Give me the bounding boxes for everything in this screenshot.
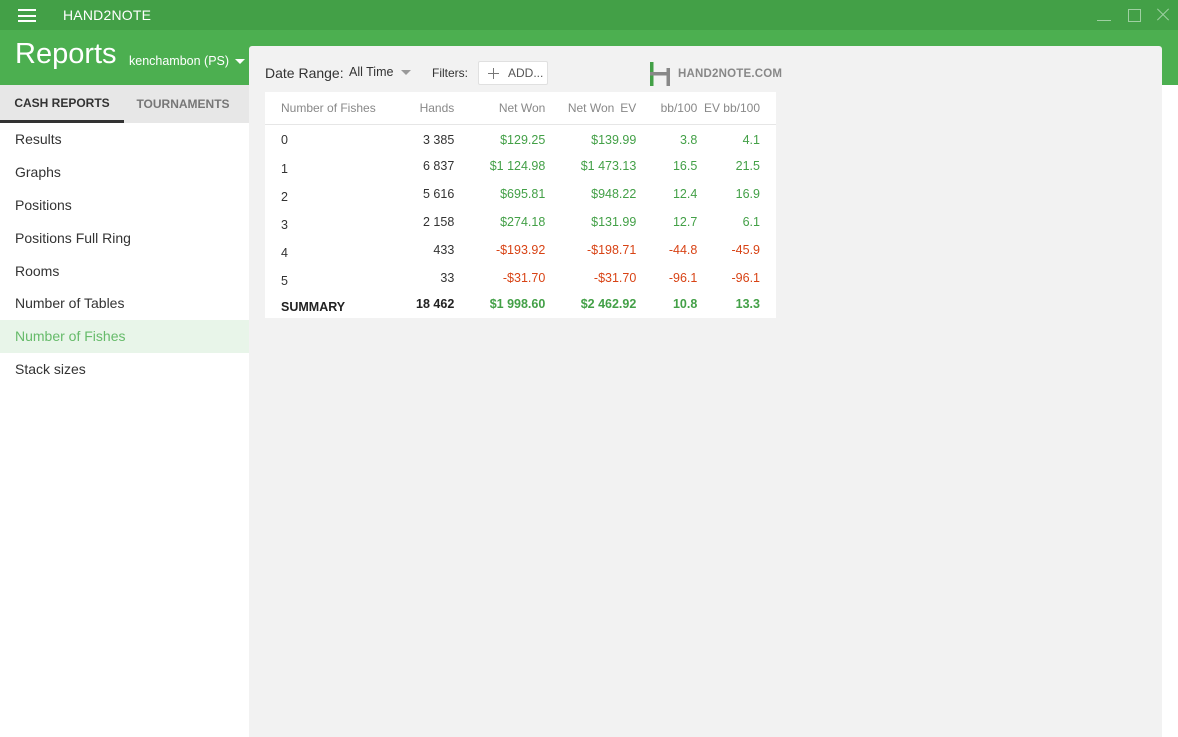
cell-ev-bb100: 16.9 bbox=[735, 187, 760, 201]
report-nav: Results Graphs Positions Positions Full … bbox=[0, 123, 249, 385]
cell-net-won: -$193.92 bbox=[495, 243, 546, 257]
cell-ev-bb100: 21.5 bbox=[735, 159, 760, 173]
nav-item-graphs[interactable]: Graphs bbox=[15, 164, 61, 181]
date-range-select[interactable]: All Time bbox=[349, 65, 412, 79]
summary-hands: 18 462 bbox=[416, 297, 455, 311]
cell-bb100: -44.8 bbox=[668, 243, 698, 257]
col-header-bb100[interactable]: bb/100 bbox=[636, 92, 698, 125]
add-filter-label: ADD... bbox=[508, 66, 544, 80]
cell-hands: 3 385 bbox=[423, 133, 455, 148]
cell-net-won-ev: -$31.70 bbox=[593, 271, 637, 285]
cell-net-won-ev: $948.22 bbox=[591, 187, 637, 201]
minimize-icon[interactable] bbox=[1096, 7, 1112, 23]
cell-fishes: 3 bbox=[281, 218, 288, 232]
summary-net-won-ev: $2 462.92 bbox=[580, 297, 637, 311]
cell-bb100: 16.5 bbox=[672, 159, 698, 173]
report-panel: Date Range: All Time Filters: ADD... HAN… bbox=[249, 46, 1162, 737]
cell-hands: 5 616 bbox=[423, 187, 455, 201]
cell-net-won: $695.81 bbox=[500, 187, 546, 201]
cell-ev-bb100: 6.1 bbox=[742, 215, 760, 229]
cell-bb100: 3.8 bbox=[679, 133, 698, 148]
summary-bb100: 10.8 bbox=[672, 297, 698, 311]
col-header-hands[interactable]: Hands bbox=[378, 92, 455, 125]
cell-fishes: 2 bbox=[281, 190, 288, 204]
table-row[interactable]: 4 433 -$193.92 -$198.71 -44.8 -45.9 bbox=[265, 236, 776, 264]
nav-item-rooms[interactable]: Rooms bbox=[15, 262, 60, 279]
cell-net-won: -$31.70 bbox=[502, 271, 546, 285]
col-header-net-won-ev-label: Net Won bbox=[567, 100, 615, 115]
summary-row: SUMMARY 18 462 $1 998.60 $2 462.92 10.8 … bbox=[265, 292, 776, 316]
cell-hands: 33 bbox=[440, 271, 455, 285]
cell-net-won-ev: -$198.71 bbox=[586, 243, 637, 257]
cell-hands: 6 837 bbox=[423, 159, 455, 173]
hamburger-menu-icon[interactable] bbox=[18, 9, 36, 22]
cell-fishes: 4 bbox=[281, 246, 288, 260]
cell-bb100: 12.7 bbox=[672, 215, 698, 229]
app-title: HAND2NOTE bbox=[63, 7, 152, 23]
logo-text: HAND2NOTE.COM bbox=[678, 68, 783, 80]
col-header-ev-bb100[interactable]: EV bb/100 bbox=[697, 92, 776, 125]
nav-item-number-of-fishes[interactable]: Number of Fishes bbox=[0, 319, 249, 353]
date-range-label: Date Range: bbox=[265, 65, 344, 81]
account-selector[interactable]: kenchambon (PS) bbox=[129, 54, 246, 68]
cell-ev-bb100: -96.1 bbox=[731, 271, 761, 285]
add-filter-button[interactable]: ADD... bbox=[478, 61, 548, 85]
plus-icon bbox=[488, 67, 499, 79]
cell-net-won-ev: $131.99 bbox=[591, 215, 637, 229]
cell-net-won: $1 124.98 bbox=[489, 159, 546, 173]
nav-item-results[interactable]: Results bbox=[15, 131, 62, 148]
table-header-row: Number of Fishes Hands Net Won Net Won EV… bbox=[265, 92, 776, 125]
cell-ev-bb100: 4.1 bbox=[742, 133, 760, 148]
filters-label: Filters: bbox=[432, 66, 468, 80]
table-row[interactable]: 2 5 616 $695.81 $948.22 12.4 16.9 bbox=[265, 180, 776, 208]
summary-ev-bb100: 13.3 bbox=[735, 297, 760, 311]
nav-item-number-of-tables[interactable]: Number of Tables bbox=[15, 295, 125, 312]
hand2note-logo: HAND2NOTE.COM bbox=[649, 62, 782, 86]
account-name: kenchambon (PS) bbox=[129, 54, 230, 68]
col-header-ev-label: EV bbox=[620, 100, 637, 115]
cell-hands: 2 158 bbox=[423, 215, 455, 229]
date-range-value: All Time bbox=[349, 65, 394, 79]
cell-net-won-ev: $139.99 bbox=[591, 133, 637, 148]
close-icon[interactable] bbox=[1155, 7, 1171, 23]
cell-fishes: 0 bbox=[281, 133, 288, 148]
nav-item-stack-sizes[interactable]: Stack sizes bbox=[15, 360, 86, 377]
title-bar: HAND2NOTE bbox=[0, 0, 1178, 30]
cell-bb100: 12.4 bbox=[672, 187, 698, 201]
table-row[interactable]: 5 33 -$31.70 -$31.70 -96.1 -96.1 bbox=[265, 264, 776, 292]
tab-cash-reports[interactable]: CASH REPORTS bbox=[0, 85, 124, 123]
sidebar: CASH REPORTS TOURNAMENTS Results Graphs … bbox=[0, 85, 249, 737]
cell-fishes: 1 bbox=[281, 162, 288, 176]
col-header-net-won-ev[interactable]: Net Won EV bbox=[545, 92, 637, 125]
chevron-down-icon bbox=[235, 58, 246, 64]
summary-label: SUMMARY bbox=[281, 300, 346, 314]
cell-fishes: 5 bbox=[281, 274, 288, 288]
report-tabs: CASH REPORTS TOURNAMENTS bbox=[0, 85, 249, 123]
cell-bb100: -96.1 bbox=[668, 271, 698, 285]
nav-item-positions[interactable]: Positions bbox=[15, 196, 72, 213]
table-row[interactable]: 0 3 385 $129.25 $139.99 3.8 4.1 bbox=[265, 124, 776, 152]
hand2note-logo-icon bbox=[650, 62, 670, 86]
cell-net-won-ev: $1 473.13 bbox=[580, 159, 637, 173]
maximize-icon[interactable] bbox=[1126, 7, 1142, 23]
cell-hands: 433 bbox=[433, 243, 455, 257]
table-row[interactable]: 1 6 837 $1 124.98 $1 473.13 16.5 21.5 bbox=[265, 152, 776, 180]
tab-tournaments[interactable]: TOURNAMENTS bbox=[136, 97, 230, 111]
cell-ev-bb100: -45.9 bbox=[731, 243, 761, 257]
nav-item-positions-full-ring[interactable]: Positions Full Ring bbox=[15, 229, 131, 246]
table-row[interactable]: 3 2 158 $274.18 $131.99 12.7 6.1 bbox=[265, 208, 776, 236]
page-title: Reports bbox=[15, 38, 117, 70]
cell-net-won: $274.18 bbox=[500, 215, 546, 229]
col-header-fishes[interactable]: Number of Fishes bbox=[265, 92, 379, 125]
summary-net-won: $1 998.60 bbox=[489, 297, 546, 311]
chevron-down-icon bbox=[401, 69, 412, 75]
cell-net-won: $129.25 bbox=[500, 133, 546, 148]
col-header-net-won[interactable]: Net Won bbox=[454, 92, 546, 125]
fishes-report-table: Number of Fishes Hands Net Won Net Won EV… bbox=[265, 92, 776, 318]
